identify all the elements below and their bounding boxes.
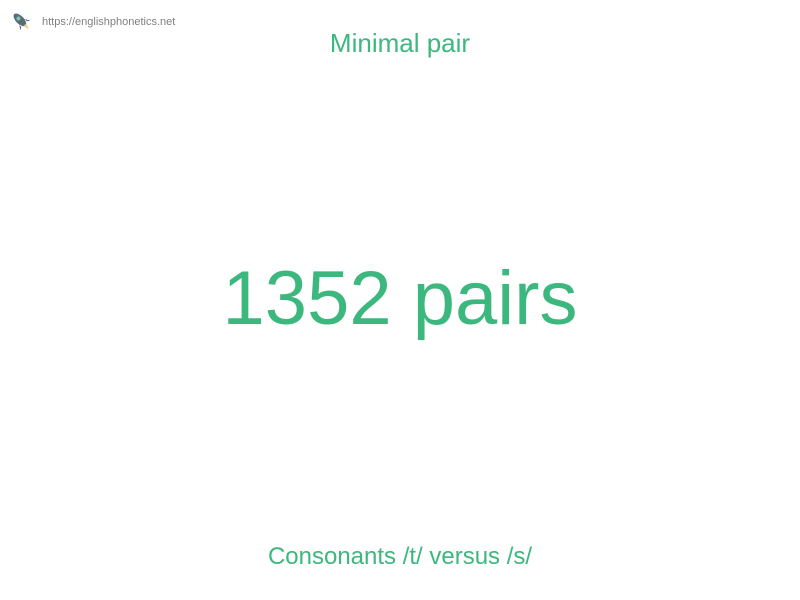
pair-count: 1352 pairs (223, 255, 578, 342)
subtitle: Consonants /t/ versus /s/ (268, 543, 532, 571)
site-url: https://englishphonetics.net (42, 16, 175, 28)
rocket-icon (8, 8, 36, 36)
page-title: Minimal pair (330, 28, 470, 59)
header-bar: https://englishphonetics.net (8, 8, 175, 36)
